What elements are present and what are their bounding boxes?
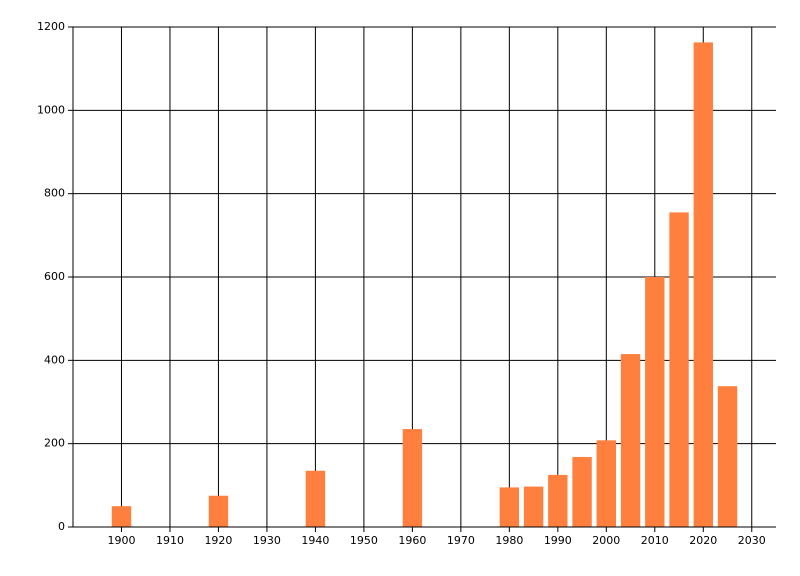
y-tick-label: 1000	[37, 103, 65, 116]
bar	[548, 474, 568, 527]
y-tick-label: 1200	[37, 20, 65, 33]
x-tick-label: 1950	[350, 534, 378, 547]
x-tick-label: 1970	[447, 534, 475, 547]
x-tick-label: 1960	[398, 534, 426, 547]
bar	[402, 429, 423, 527]
bar	[572, 457, 592, 527]
bar	[669, 212, 689, 527]
bar	[499, 487, 520, 527]
x-tick-label: 1920	[204, 534, 232, 547]
x-tick-label: 1940	[301, 534, 329, 547]
bar	[305, 470, 326, 527]
bar	[717, 386, 738, 527]
bar	[620, 354, 641, 527]
y-tick-label: 600	[44, 270, 65, 283]
x-tick-label: 1990	[544, 534, 572, 547]
y-tick-label: 400	[44, 353, 65, 366]
bar	[645, 277, 665, 527]
y-tick-label: 200	[44, 437, 65, 450]
x-tick-label: 2030	[738, 534, 766, 547]
x-tick-label: 1910	[156, 534, 184, 547]
x-tick-label: 1930	[253, 534, 281, 547]
y-tick-label: 0	[58, 520, 65, 533]
x-tick-label: 1900	[107, 534, 135, 547]
x-tick-label: 2020	[689, 534, 717, 547]
y-tick-label: 800	[44, 187, 65, 200]
x-tick-label: 2010	[641, 534, 669, 547]
bar	[208, 495, 229, 527]
bar	[523, 486, 544, 527]
x-tick-label: 2000	[592, 534, 620, 547]
bar	[596, 440, 617, 527]
bar	[111, 506, 132, 527]
bar	[693, 42, 713, 528]
x-tick-label: 1980	[495, 534, 523, 547]
